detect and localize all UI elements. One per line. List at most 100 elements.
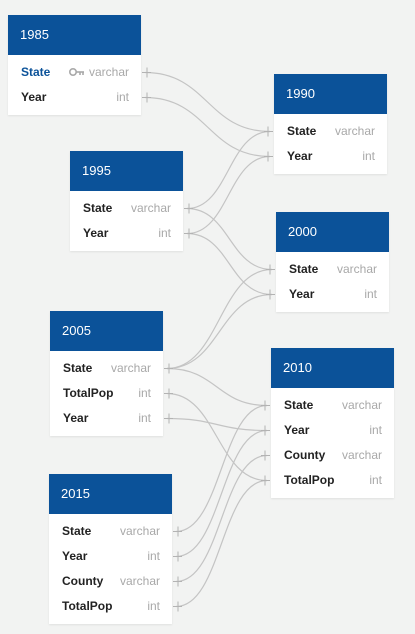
field-name: Year xyxy=(287,149,313,163)
relation-link xyxy=(186,155,271,235)
table-2005[interactable]: 2005 State varchar TotalPop int Year int xyxy=(50,311,163,436)
field-name: State xyxy=(83,201,113,215)
relation-link xyxy=(186,130,271,210)
connector-tick xyxy=(264,126,273,137)
field-name: TotalPop xyxy=(62,599,113,613)
field-type: varchar xyxy=(119,524,160,538)
field-type: int xyxy=(158,226,171,240)
field-name: TotalPop xyxy=(63,386,114,400)
field-type: varchar xyxy=(110,361,151,375)
connector-tick xyxy=(261,475,270,486)
table-header[interactable]: 2005 xyxy=(50,311,163,351)
field-row-state[interactable]: State varchar xyxy=(271,393,394,418)
field-name: State xyxy=(21,65,51,79)
relation-link xyxy=(166,367,268,407)
field-name: Year xyxy=(284,423,310,437)
table-fields: State varchar Year int xyxy=(8,55,141,115)
relation-link xyxy=(144,71,271,133)
connector-tick xyxy=(261,425,270,436)
field-type: int xyxy=(369,473,382,487)
table-fields: State varchar Year int xyxy=(274,114,387,174)
field-row-totalpop[interactable]: TotalPop int xyxy=(50,381,163,406)
field-row-year[interactable]: Year int xyxy=(49,544,172,569)
table-fields: State varchar Year int xyxy=(70,191,183,251)
field-row-state[interactable]: State varchar xyxy=(49,519,172,544)
field-row-year[interactable]: Year int xyxy=(274,144,387,169)
field-name: State xyxy=(62,524,92,538)
table-header[interactable]: 2000 xyxy=(276,212,389,252)
relation-link xyxy=(166,392,268,482)
field-row-totalpop[interactable]: TotalPop int xyxy=(49,594,172,619)
field-row-totalpop[interactable]: TotalPop int xyxy=(271,468,394,493)
field-type: int xyxy=(147,549,160,563)
table-2010[interactable]: 2010 State varchar Year int County varchar Tota… xyxy=(271,348,394,498)
field-name: State xyxy=(289,262,319,276)
relation-link xyxy=(186,232,273,296)
field-name: Year xyxy=(21,90,47,104)
field-name: Year xyxy=(289,287,315,301)
field-type: varchar xyxy=(334,124,375,138)
connector-tick xyxy=(173,601,182,612)
field-name: Year xyxy=(83,226,109,240)
field-type: int xyxy=(138,386,151,400)
field-name: State xyxy=(284,398,314,412)
table-1990[interactable]: 1990 State varchar Year int xyxy=(274,74,387,174)
field-row-year[interactable]: Year int xyxy=(8,85,141,110)
table-2000[interactable]: 2000 State varchar Year int xyxy=(276,212,389,312)
table-fields: State varchar Year int xyxy=(276,252,389,312)
connector-tick xyxy=(266,289,275,300)
table-header[interactable]: 1995 xyxy=(70,151,183,191)
connector-tick xyxy=(164,363,173,374)
connector-tick xyxy=(184,228,193,239)
field-row-year[interactable]: Year int xyxy=(276,282,389,307)
field-type: int xyxy=(362,149,375,163)
field-row-county[interactable]: County varchar xyxy=(49,569,172,594)
table-header[interactable]: 2010 xyxy=(271,348,394,388)
field-name: State xyxy=(63,361,93,375)
field-row-state[interactable]: State varchar xyxy=(274,119,387,144)
table-fields: State varchar Year int County varchar TotalPop… xyxy=(49,514,172,624)
field-type: int xyxy=(369,423,382,437)
field-row-year[interactable]: Year int xyxy=(70,221,183,246)
table-fields: State varchar Year int County varchar TotalPop… xyxy=(271,388,394,498)
relation-link xyxy=(175,479,268,608)
relation-link xyxy=(166,268,273,370)
field-type: varchar xyxy=(336,262,377,276)
connector-tick xyxy=(173,551,182,562)
field-name: County xyxy=(62,574,104,588)
connector-tick xyxy=(261,400,270,411)
field-type: varchar xyxy=(130,201,171,215)
table-header[interactable]: 2015 xyxy=(49,474,172,514)
relation-link xyxy=(186,207,273,271)
field-name: Year xyxy=(63,411,89,425)
connector-tick xyxy=(173,526,182,537)
field-row-county[interactable]: County varchar xyxy=(271,443,394,468)
relation-link xyxy=(175,404,268,533)
field-row-state[interactable]: State varchar xyxy=(70,196,183,221)
table-1995[interactable]: 1995 State varchar Year int xyxy=(70,151,183,251)
field-type: int xyxy=(138,411,151,425)
field-type: int xyxy=(116,90,129,104)
field-name: TotalPop xyxy=(284,473,335,487)
table-fields: State varchar TotalPop int Year int xyxy=(50,351,163,436)
field-type: int xyxy=(147,599,160,613)
table-header[interactable]: 1990 xyxy=(274,74,387,114)
table-2015[interactable]: 2015 State varchar Year int County varchar Tota… xyxy=(49,474,172,624)
field-type: varchar xyxy=(119,574,160,588)
field-type: varchar xyxy=(341,398,382,412)
field-row-year[interactable]: Year int xyxy=(50,406,163,431)
relation-link xyxy=(144,96,271,158)
table-1985[interactable]: 1985 State varchar Year int xyxy=(8,15,141,115)
connector-tick xyxy=(173,576,182,587)
table-header[interactable]: 1985 xyxy=(8,15,141,55)
relation-link xyxy=(166,417,268,432)
field-type: int xyxy=(364,287,377,301)
connector-tick xyxy=(142,67,151,78)
field-row-state[interactable]: State varchar xyxy=(276,257,389,282)
field-row-state[interactable]: State varchar xyxy=(50,356,163,381)
field-row-year[interactable]: Year int xyxy=(271,418,394,443)
relation-link xyxy=(175,454,268,583)
field-type: varchar xyxy=(88,65,129,79)
field-row-state[interactable]: State varchar xyxy=(8,60,141,85)
